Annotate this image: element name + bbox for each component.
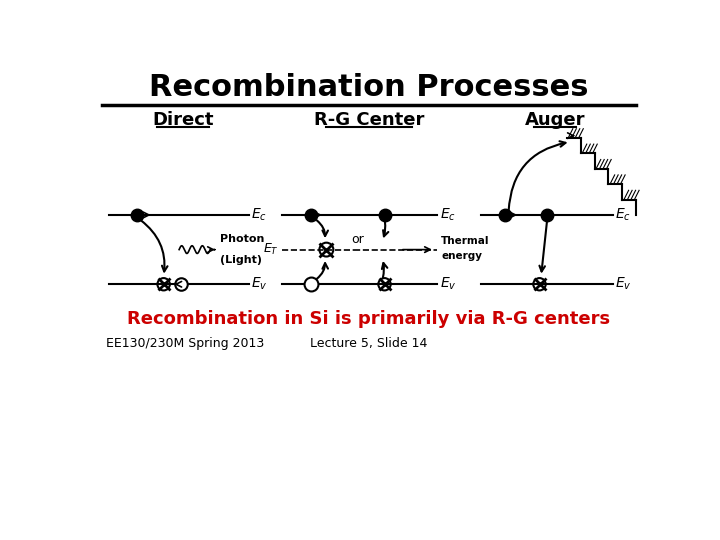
Text: Auger: Auger xyxy=(525,111,585,129)
Text: $E_c$: $E_c$ xyxy=(251,207,267,223)
Text: $E_c$: $E_c$ xyxy=(439,207,456,223)
Text: $E_T$: $E_T$ xyxy=(264,242,279,257)
Text: Lecture 5, Slide 14: Lecture 5, Slide 14 xyxy=(310,337,428,350)
Text: $E_v$: $E_v$ xyxy=(616,276,632,293)
Text: Photon: Photon xyxy=(220,234,264,244)
Text: Recombination Processes: Recombination Processes xyxy=(149,73,589,103)
Text: or: or xyxy=(351,233,364,246)
Text: $E_v$: $E_v$ xyxy=(439,276,456,293)
Text: Thermal: Thermal xyxy=(441,236,490,246)
Text: $E_c$: $E_c$ xyxy=(616,207,631,223)
Text: $E_v$: $E_v$ xyxy=(251,276,268,293)
Text: R-G Center: R-G Center xyxy=(314,111,424,129)
Text: (Light): (Light) xyxy=(220,255,262,265)
Text: energy: energy xyxy=(441,251,482,261)
Text: Recombination in Si is primarily via R-G centers: Recombination in Si is primarily via R-G… xyxy=(127,310,611,328)
Text: Direct: Direct xyxy=(152,111,214,129)
Text: EE130/230M Spring 2013: EE130/230M Spring 2013 xyxy=(106,337,264,350)
